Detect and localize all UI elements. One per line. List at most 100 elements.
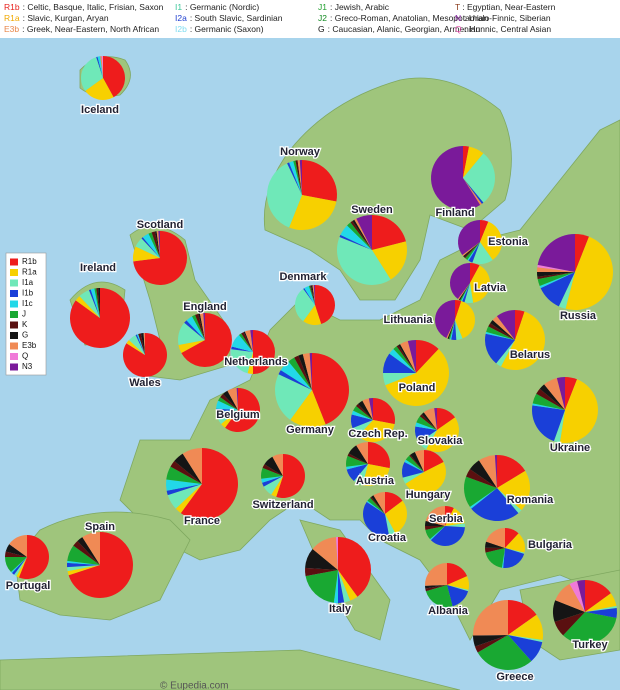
pie-wedge [473, 635, 508, 647]
pie-wedge [575, 234, 589, 272]
pie-wedge [243, 331, 253, 352]
pie-wedge [231, 335, 253, 352]
key-entry: I1: Germanic (Nordic) [175, 2, 259, 12]
pie-wedge [497, 488, 522, 514]
pie-wedge [362, 501, 390, 537]
pie-wedge [339, 234, 372, 250]
pie-wedge [11, 557, 27, 575]
pie-wedge [247, 352, 253, 374]
pie-wedge [231, 349, 253, 374]
country-label: Romania [507, 494, 554, 506]
pie-wedge [585, 606, 617, 612]
pie-wedge [293, 160, 302, 195]
pie-wedge [383, 373, 416, 386]
country-label: England [183, 301, 226, 313]
pie-wedge [455, 301, 476, 339]
pie-wedge [445, 523, 465, 528]
pie-wedge [103, 56, 126, 98]
pies [5, 56, 617, 670]
pie-wedge [67, 565, 100, 576]
country-pie [401, 450, 446, 494]
pie-wedge [81, 57, 103, 91]
key-entry: I2b: Germanic (Saxon) [175, 24, 264, 34]
pie-wedge [457, 283, 470, 300]
pie-wedge [262, 476, 283, 487]
pie-wedge [302, 353, 312, 390]
pie-wedge [563, 612, 617, 644]
pie-wedge [135, 334, 145, 355]
country-label: Ireland [80, 262, 116, 274]
pie-wedge [357, 420, 395, 443]
pie-wedge [434, 408, 437, 430]
country-label: Denmark [279, 271, 327, 283]
pie-wedge [485, 547, 505, 553]
pie-wedge [539, 272, 575, 289]
key-desc: : Greco-Roman, Anatolian, Mesopotamian [330, 13, 489, 23]
pie-wedge [445, 508, 465, 526]
pie-wedge [415, 426, 437, 443]
pie-wedge [158, 231, 160, 258]
pie-wedge [565, 377, 578, 410]
pie-wedge [90, 288, 100, 318]
country-label: Belarus [510, 349, 550, 361]
key-desc: : Germanic (Saxon) [190, 24, 264, 34]
pie-wedge [101, 56, 103, 78]
pie-wedge [309, 353, 312, 390]
pie-wedge [141, 237, 160, 258]
pie-wedge [437, 408, 456, 430]
pie-wedge [402, 472, 424, 484]
pie-wedge [271, 476, 283, 497]
pie-wedge [288, 357, 312, 390]
pie-wedge [501, 548, 505, 568]
pie-wedge [350, 221, 372, 250]
pie-wedge [241, 332, 253, 352]
pie-wedge [486, 326, 515, 340]
pie-wedge [170, 461, 202, 484]
pie-wedge [505, 533, 525, 553]
pie-wedge [465, 242, 480, 260]
key-entry: G: Caucasian, Alanic, Georgian, Armenian [318, 24, 481, 34]
pie-wedge [409, 454, 424, 472]
pie-wedge [77, 537, 100, 565]
pie-wedge [477, 635, 532, 670]
key-desc: : Jewish, Arabic [330, 2, 390, 12]
key-desc: : Greek, Near-Eastern, North African [22, 24, 159, 34]
pie-wedge [278, 370, 312, 390]
country-pie [464, 455, 531, 521]
pie-wedge [280, 361, 312, 390]
pie-wedge [238, 333, 253, 352]
pie-wedge [82, 532, 100, 565]
pie-wedge [362, 398, 373, 420]
credit: © Eupedia.com [160, 681, 229, 690]
country-pie [458, 220, 502, 264]
pie-wedge [537, 272, 575, 277]
pie-wedge [396, 345, 416, 373]
pie-wedge [302, 160, 338, 202]
pie-wedge [298, 354, 312, 390]
country-pie [383, 340, 449, 406]
pie-wedge [455, 320, 463, 340]
key-entry: R1a: Slavic, Kurgan, Aryan [4, 13, 109, 23]
country-pie [552, 580, 617, 644]
pie-wedge [508, 635, 543, 643]
pie-wedge [418, 430, 437, 450]
pie-wedge [135, 238, 160, 258]
pie-wedge [338, 570, 358, 601]
pie-wedge [96, 288, 100, 318]
pie-wedge [463, 178, 484, 204]
pie-wedge [315, 285, 335, 325]
pie-wedge [473, 600, 508, 636]
pie-wedge [203, 313, 205, 340]
pie-wedge [133, 231, 187, 285]
pie-wedge [532, 403, 565, 410]
pie-wedge [346, 464, 368, 470]
pie-wedge [463, 146, 469, 178]
pie-wedge [356, 215, 372, 250]
legend-label: I1a [22, 278, 34, 287]
key-code: R1a [4, 13, 20, 23]
pie-wedge [469, 460, 497, 488]
pie-wedge [585, 607, 617, 618]
pie-wedge [244, 330, 253, 352]
country-pie [435, 300, 476, 340]
pie-wedge [297, 160, 302, 195]
